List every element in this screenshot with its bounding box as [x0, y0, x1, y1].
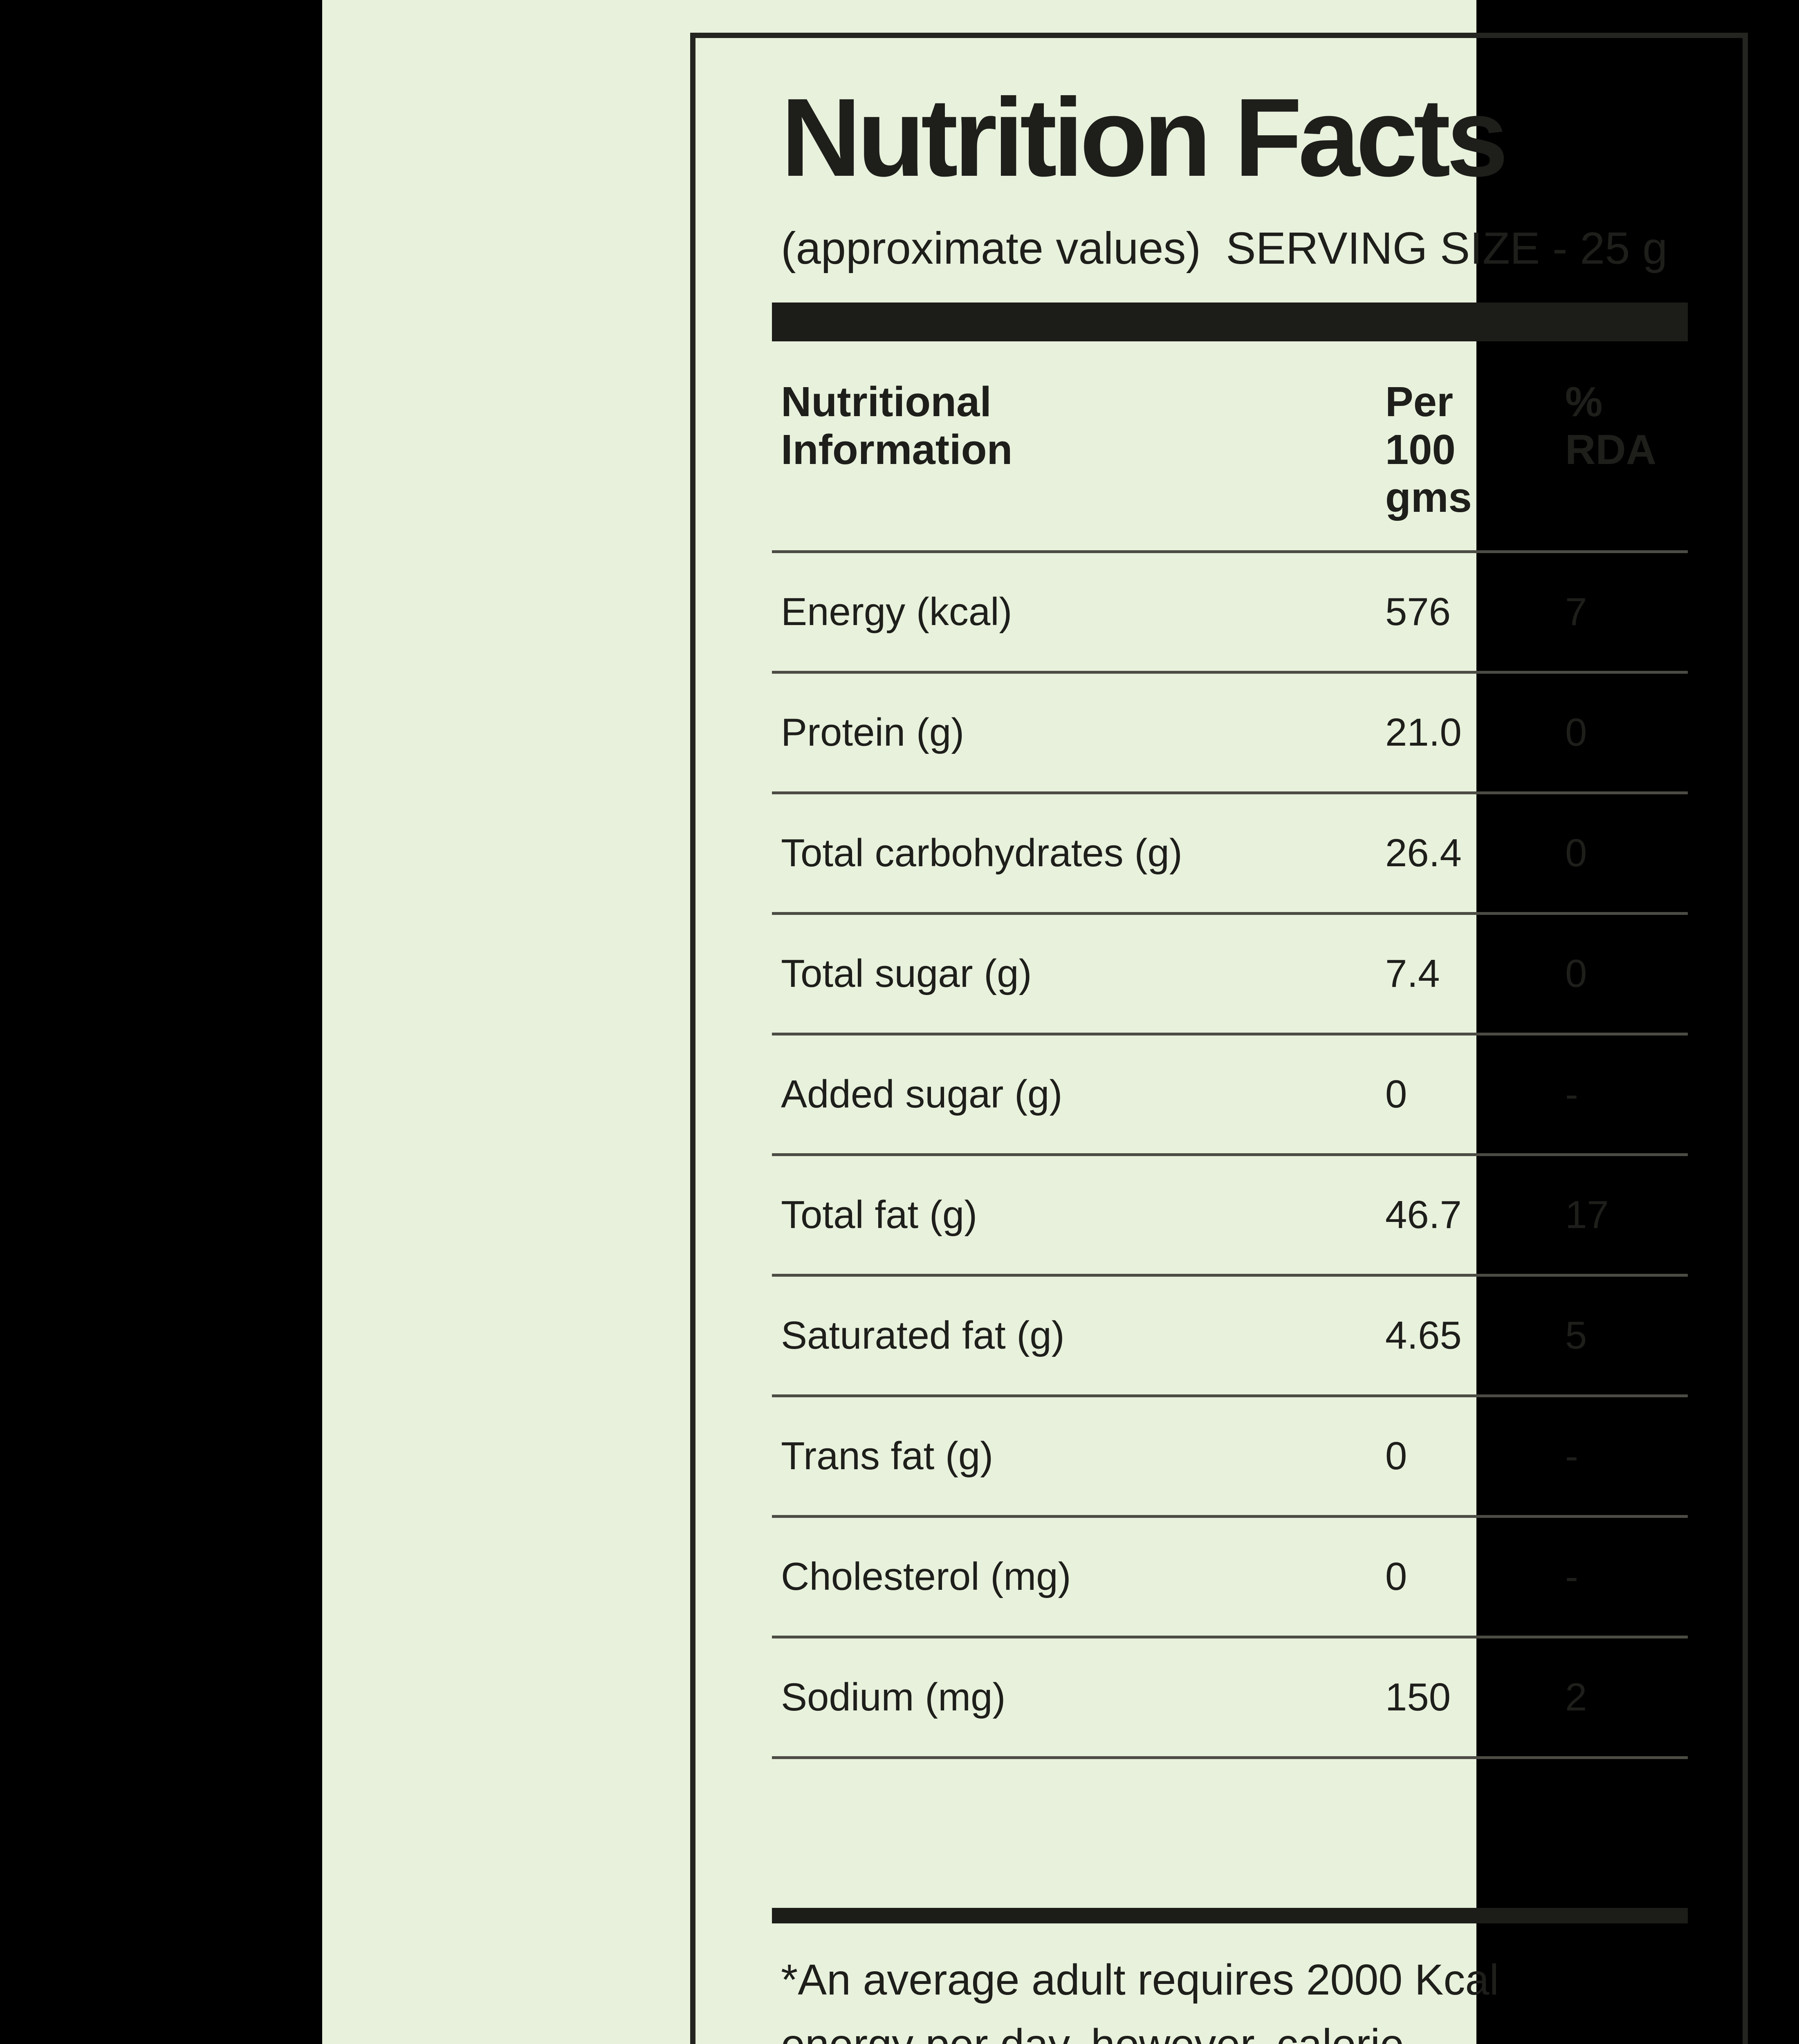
nutrient-name: Sodium (mg) — [781, 1675, 1006, 1719]
table-row-saturated-fat: Saturated fat (g) 4.65 5 — [772, 1277, 1688, 1397]
nutrient-name: Energy (kcal) — [781, 590, 1012, 634]
column-header-rda: % RDA — [1565, 378, 1657, 473]
nutrient-name: Trans fat (g) — [781, 1434, 994, 1478]
nutrition-facts-title: Nutrition Facts — [781, 75, 1508, 199]
table-row-added-sugar: Added sugar (g) 0 - — [772, 1035, 1688, 1156]
rda-value: - — [1565, 1434, 1578, 1478]
nutrient-name: Protein (g) — [781, 710, 965, 754]
rda-value: 0 — [1565, 952, 1587, 995]
calorie-footnote: *An average adult requires 2000 Kcal ene… — [781, 1956, 1499, 2044]
rda-value: 5 — [1565, 1313, 1587, 1357]
nutrient-name: Total fat (g) — [781, 1193, 978, 1237]
rda-value: - — [1565, 1555, 1578, 1598]
nutrient-name: Total carbohydrates (g) — [781, 831, 1182, 875]
nutrition-label-card: Nutrition Facts (approximate values) SER… — [690, 33, 1748, 2044]
table-row-trans-fat: Trans fat (g) 0 - — [772, 1397, 1688, 1518]
table-row-cholesterol: Cholesterol (mg) 0 - — [772, 1518, 1688, 1638]
nutrient-name: Added sugar (g) — [781, 1072, 1063, 1116]
rda-value: 2 — [1565, 1675, 1587, 1719]
per100-value: 0 — [1385, 1434, 1407, 1478]
packaging-background: Nutrition Facts (approximate values) SER… — [322, 0, 1748, 2044]
nutrient-name: Cholesterol (mg) — [781, 1555, 1071, 1598]
table-row-total-fat: Total fat (g) 46.7 17 — [772, 1156, 1688, 1277]
rda-value: - — [1565, 1072, 1578, 1116]
per100-value: 46.7 — [1385, 1193, 1462, 1237]
separator-bar-top — [772, 303, 1688, 341]
rda-value: 0 — [1565, 710, 1587, 754]
nutrient-name: Total sugar (g) — [781, 952, 1032, 995]
table-row-sodium: Sodium (mg) 150 2 — [772, 1638, 1688, 1759]
per100-value: 4.65 — [1385, 1313, 1462, 1357]
per100-value: 150 — [1385, 1675, 1451, 1719]
rda-value: 17 — [1565, 1193, 1609, 1237]
table-row-total-carbohydrates: Total carbohydrates (g) 26.4 0 — [772, 794, 1688, 915]
per100-value: 0 — [1385, 1072, 1407, 1116]
table-row-protein: Protein (g) 21.0 0 — [772, 674, 1688, 794]
nutrition-table: Energy (kcal) 576 7 Protein (g) 21.0 0 T… — [772, 553, 1688, 1759]
rda-value: 0 — [1565, 831, 1587, 875]
per100-value: 26.4 — [1385, 831, 1462, 875]
rda-value: 7 — [1565, 590, 1587, 634]
serving-size-info: (approximate values) SERVING SIZE - 25 g — [781, 223, 1668, 273]
per100-value: 7.4 — [1385, 952, 1440, 995]
column-header-nutrient: Nutritional Information — [781, 378, 1013, 473]
header-divider — [772, 550, 1688, 553]
table-row-total-sugar: Total sugar (g) 7.4 0 — [772, 915, 1688, 1035]
table-row-energy: Energy (kcal) 576 7 — [772, 553, 1688, 674]
per100-value: 21.0 — [1385, 710, 1462, 754]
column-header-per-100-gms: Per 100 gms — [1385, 378, 1472, 521]
nutrient-name: Saturated fat (g) — [781, 1313, 1065, 1357]
per100-value: 0 — [1385, 1555, 1407, 1598]
per100-value: 576 — [1385, 590, 1451, 634]
separator-bar-bottom — [772, 1908, 1688, 1923]
